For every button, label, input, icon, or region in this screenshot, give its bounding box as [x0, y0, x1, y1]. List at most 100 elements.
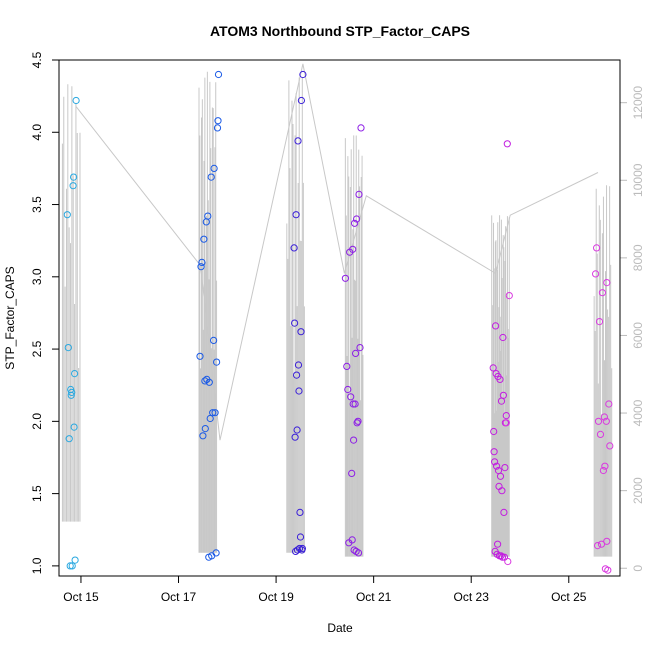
y-tick-label: 3.5	[30, 196, 44, 213]
y2-tick-label: 2000	[631, 477, 645, 504]
data-point	[347, 393, 355, 401]
data-point	[214, 70, 223, 79]
y2-tick-label: 10000	[631, 163, 645, 197]
data-point	[353, 419, 361, 427]
data-point	[351, 400, 359, 408]
data-point	[196, 352, 204, 360]
data-point	[502, 419, 510, 427]
x-tick-label: Oct 17	[161, 590, 197, 604]
data-point	[352, 349, 360, 357]
x-axis-label: Date	[327, 621, 353, 635]
data-point	[490, 427, 498, 436]
data-point	[489, 364, 497, 372]
data-point	[292, 211, 300, 219]
data-point	[354, 417, 362, 425]
data-point	[293, 546, 302, 554]
x-tick-label: Oct 23	[454, 590, 490, 604]
data-point	[72, 96, 80, 105]
data-point	[67, 391, 75, 399]
trend-layer	[75, 63, 599, 441]
data-point	[498, 553, 506, 561]
data-point	[354, 549, 363, 557]
data-point	[600, 413, 609, 421]
data-point	[499, 333, 507, 342]
data-point	[341, 274, 349, 282]
data-point	[349, 400, 357, 408]
data-point	[201, 377, 209, 385]
data-point	[214, 117, 222, 125]
data-point	[602, 417, 610, 425]
data-point	[357, 124, 365, 132]
y2-tick-label: 12000	[631, 86, 645, 120]
data-point	[500, 553, 508, 561]
data-point	[211, 409, 219, 417]
data-point	[66, 562, 74, 570]
data-point	[206, 414, 214, 423]
data-point	[207, 173, 215, 181]
data-point	[71, 370, 79, 378]
x-tick-label: Oct 21	[356, 590, 392, 604]
data-point	[198, 258, 206, 266]
data-point	[498, 487, 506, 495]
data-point	[197, 263, 205, 271]
burst-layer	[61, 71, 613, 557]
point-layer	[63, 70, 614, 574]
data-point	[505, 292, 513, 300]
data-point	[490, 448, 498, 456]
data-point	[68, 388, 76, 396]
data-point	[293, 371, 301, 379]
data-point	[606, 442, 614, 450]
axis-layer: Oct 15 Oct 17 Oct 19 Oct 21 Oct 23 Oct 25 1.0 1…	[30, 51, 645, 604]
data-point	[200, 235, 208, 243]
data-point	[350, 436, 358, 444]
y-tick-label: 4.5	[30, 51, 44, 68]
data-point	[204, 212, 212, 220]
data-point	[69, 182, 77, 190]
data-point	[595, 318, 604, 326]
data-point	[296, 508, 304, 517]
data-point	[355, 190, 363, 198]
data-point	[296, 533, 305, 541]
data-point	[213, 358, 221, 366]
data-point	[212, 549, 220, 557]
x-tick-label: Oct 15	[63, 590, 99, 604]
y2-tick-label: 8000	[631, 244, 645, 271]
data-point	[601, 462, 609, 470]
data-point	[494, 540, 502, 548]
data-point	[297, 328, 305, 336]
data-point	[348, 536, 356, 544]
plot-frame	[58, 59, 621, 577]
data-point	[356, 344, 364, 352]
data-point	[297, 96, 305, 105]
data-point	[593, 244, 601, 252]
data-point	[496, 375, 504, 383]
data-point	[596, 430, 605, 438]
y-tick-label: 3.0	[30, 268, 44, 285]
data-point	[349, 245, 357, 253]
x-tick-label: Oct 25	[551, 590, 587, 604]
data-point	[298, 544, 306, 553]
data-point	[205, 378, 213, 386]
data-point	[592, 270, 600, 278]
y-tick-label: 2.5	[30, 340, 44, 357]
data-point	[594, 542, 602, 550]
data-point	[499, 391, 507, 399]
data-point	[63, 211, 71, 219]
data-point	[291, 433, 299, 441]
data-point	[603, 537, 611, 545]
data-point	[605, 400, 613, 408]
data-point	[492, 322, 500, 330]
data-point	[504, 557, 512, 566]
data-point	[71, 556, 79, 564]
trend-line	[75, 63, 599, 441]
data-point	[353, 215, 361, 223]
data-point	[210, 336, 218, 344]
data-point	[65, 435, 73, 443]
data-point	[295, 387, 303, 395]
y2-tick-label: 6000	[631, 322, 645, 349]
data-point	[500, 508, 508, 517]
y-tick-label: 4.0	[30, 124, 44, 141]
data-point	[209, 409, 217, 417]
data-point	[299, 70, 307, 79]
